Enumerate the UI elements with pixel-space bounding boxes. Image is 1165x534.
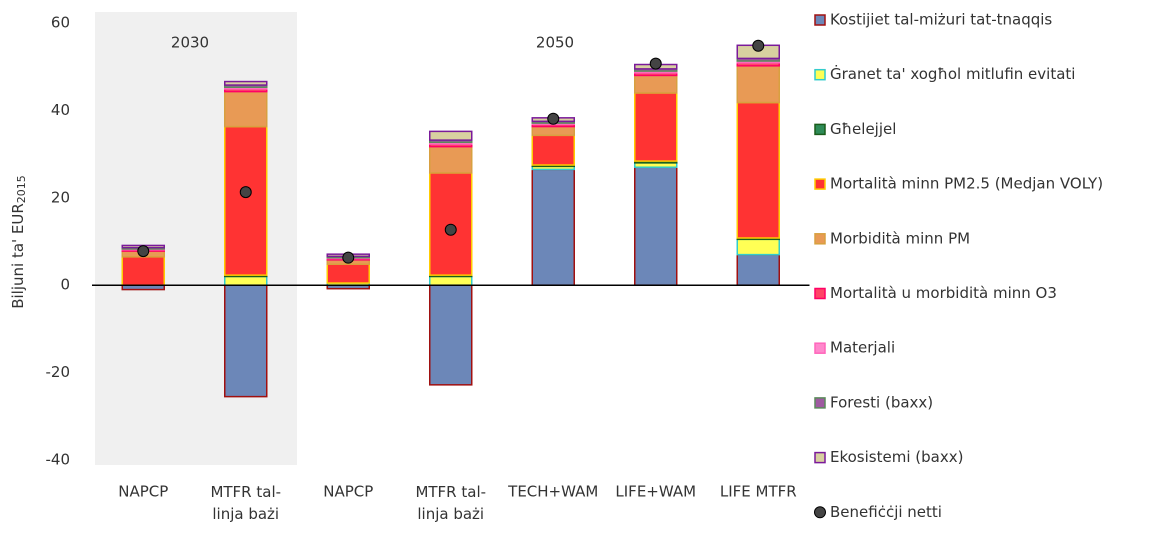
- bar-segment: [634, 74, 678, 94]
- x-tick-label: NAPCP: [118, 483, 168, 501]
- legend-swatch: [814, 451, 826, 464]
- bar-segment: [736, 253, 780, 286]
- net-benefit-dot: [752, 39, 765, 52]
- y-tick-label: 40: [51, 101, 70, 119]
- x-tick-label: MTFR tal-linja bażi: [415, 483, 486, 523]
- bar-segment: [224, 284, 268, 398]
- group-label: 2030: [171, 34, 209, 52]
- bar-segment: [531, 134, 575, 166]
- bar-segment: [326, 263, 370, 284]
- legend-swatch: [814, 397, 826, 409]
- legend-label: Materjali: [830, 339, 895, 357]
- bar-segment: [429, 145, 473, 174]
- bar-segment: [429, 130, 473, 141]
- y-tick-label: 0: [60, 276, 70, 294]
- legend-label: Benefiċċji netti: [830, 503, 942, 521]
- bar-segment: [429, 284, 473, 386]
- legend-label: Morbidità minn PM: [830, 229, 970, 247]
- legend-label: Ġranet ta' xogħol mitlufin evitati: [830, 64, 1075, 83]
- bar-segment: [736, 65, 780, 104]
- legend-swatch: [814, 123, 826, 136]
- legend-swatch: [814, 506, 826, 519]
- bar-segment: [224, 275, 268, 286]
- legend-label: Ekosistemi (baxx): [830, 448, 963, 466]
- bar-segment: [121, 256, 165, 286]
- x-tick-label: MTFR tal-linja bażi: [210, 483, 281, 523]
- legend-label: Għelejjel: [830, 120, 896, 138]
- bar-segment: [224, 125, 268, 276]
- legend-swatch: [814, 342, 826, 354]
- net-benefit-dot: [444, 223, 457, 236]
- net-benefit-dot: [239, 186, 252, 199]
- y-tick-label: -20: [46, 363, 71, 381]
- bar-segment: [634, 166, 678, 286]
- bar-segment: [634, 92, 678, 162]
- x-tick-label: LIFE MTFR: [720, 483, 797, 501]
- net-benefit-dot: [649, 57, 662, 70]
- y-tick-label: -40: [46, 451, 71, 469]
- bar-segment: [531, 125, 575, 137]
- net-benefit-dot: [137, 245, 150, 258]
- bar-segment: [224, 90, 268, 128]
- legend-swatch: [814, 287, 826, 300]
- legend-swatch: [814, 68, 826, 81]
- bar-segment: [429, 275, 473, 286]
- legend-label: Mortalità minn PM2.5 (Medjan VOLY): [830, 175, 1103, 193]
- net-benefit-dot: [342, 251, 355, 264]
- legend-label: Kostijiet tal-miżuri tat-tnaqqis: [830, 11, 1052, 29]
- y-axis-label: Biljuni ta' EUR2015: [9, 175, 29, 309]
- legend-label: Mortalità u morbidità minn O3: [830, 284, 1057, 302]
- legend-label: Foresti (baxx): [830, 393, 933, 411]
- y-tick-label: 60: [51, 14, 70, 32]
- legend-swatch: [814, 233, 826, 245]
- group-label: 2050: [536, 34, 574, 52]
- x-tick-label: NAPCP: [323, 483, 373, 501]
- x-tick-label: LIFE+WAM: [615, 483, 696, 501]
- bar-segment: [224, 80, 268, 86]
- y-tick-label: 20: [51, 188, 70, 206]
- bar-segment: [736, 238, 780, 256]
- x-tick-label: TECH+WAM: [507, 483, 598, 501]
- bar-segment: [531, 168, 575, 286]
- legend-swatch: [814, 14, 826, 26]
- bar-segment: [736, 101, 780, 239]
- legend-swatch: [814, 178, 826, 190]
- net-benefit-dot: [547, 112, 560, 125]
